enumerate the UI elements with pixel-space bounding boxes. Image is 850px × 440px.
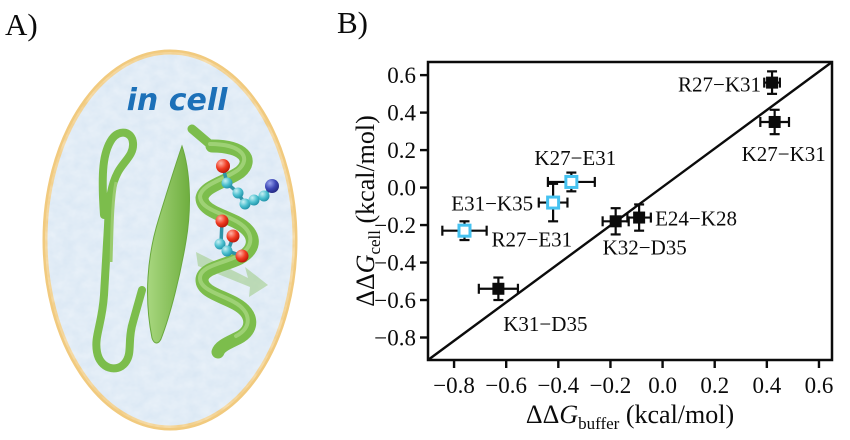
oxygen-atom — [235, 249, 249, 263]
data-point-label: R27−K31 — [678, 73, 761, 97]
data-point-group-7: K31−D35 — [477, 276, 587, 336]
y-tick-label: −0.4 — [374, 251, 416, 276]
data-point-label: K32−D35 — [603, 235, 687, 259]
carbon-atom — [221, 177, 233, 189]
x-tick-label: 0.6 — [805, 373, 834, 398]
data-point-group-1: K27−K31 — [742, 108, 826, 166]
data-point-group-4: R27−E31 — [441, 220, 572, 252]
y-tick-label: −0.6 — [374, 288, 416, 313]
data-point-marker — [609, 215, 622, 228]
y-axis-title: ΔΔGcell (kcal/mol) — [351, 115, 384, 307]
data-point-marker — [564, 174, 579, 189]
beta-strand-blade — [147, 144, 190, 344]
data-point-marker — [766, 76, 779, 89]
oxygen-atom — [215, 214, 229, 228]
data-point-label: K27−K31 — [742, 142, 826, 166]
y-tick-label: 0.6 — [387, 63, 416, 88]
plot-frame — [426, 60, 834, 362]
identity-line — [427, 61, 833, 361]
carbon-atom — [239, 198, 251, 210]
data-point-marker — [492, 282, 505, 295]
data-point-marker — [768, 115, 781, 128]
data-point-label: E31−K35 — [451, 192, 533, 216]
in-cell-caption: in cell — [127, 83, 228, 118]
x-tick-label: −0.2 — [590, 373, 632, 398]
x-tick-label: 0.0 — [648, 373, 677, 398]
carbon-atom — [258, 190, 270, 202]
data-point-label: K31−D35 — [503, 312, 587, 336]
data-point-label: R27−E31 — [491, 228, 572, 252]
y-tick-label: 0.0 — [387, 176, 416, 201]
beta-strand-highlight — [109, 181, 118, 263]
x-tick-label: −0.8 — [433, 373, 475, 398]
oxygen-atom — [216, 159, 230, 173]
oxygen-atom — [226, 229, 240, 243]
y-tick-label: 0.4 — [387, 101, 416, 126]
data-point-label: E24−K28 — [655, 207, 737, 231]
x-tick-label: −0.6 — [485, 373, 527, 398]
x-axis-title: ΔΔGbuffer (kcal/mol) — [526, 400, 734, 433]
x-tick-label: 0.4 — [752, 373, 781, 398]
data-point-label: K27−E31 — [534, 146, 616, 170]
carbon-atom — [214, 238, 226, 250]
panel-a-label: A) — [5, 7, 38, 42]
beta-hairpin-ribbon — [92, 128, 146, 373]
alpha-helix-highlight — [197, 142, 253, 338]
x-tick-label: 0.2 — [700, 373, 729, 398]
data-point-marker — [633, 211, 646, 224]
panel-b-label: B) — [337, 5, 368, 40]
carbon-atom — [248, 194, 260, 206]
data-point-group-2: K27−E31 — [534, 146, 616, 193]
y-tick-label: −0.2 — [374, 213, 416, 238]
x-tick-label: −0.4 — [537, 373, 579, 398]
y-tick-label: 0.2 — [387, 138, 416, 163]
carbon-atom — [232, 187, 244, 199]
carbon-atom — [221, 245, 233, 257]
y-tick-label: −0.8 — [374, 326, 416, 351]
panel-a-illustration: in cell — [42, 49, 298, 431]
data-point-group-6: E24−K28 — [626, 203, 737, 232]
data-point-marker — [457, 223, 472, 238]
nitrogen-atom — [265, 179, 279, 193]
data-point-group-0: R27−K31 — [678, 70, 781, 97]
data-point-marker — [546, 195, 561, 210]
data-point-group-3: E31−K35 — [451, 182, 569, 223]
